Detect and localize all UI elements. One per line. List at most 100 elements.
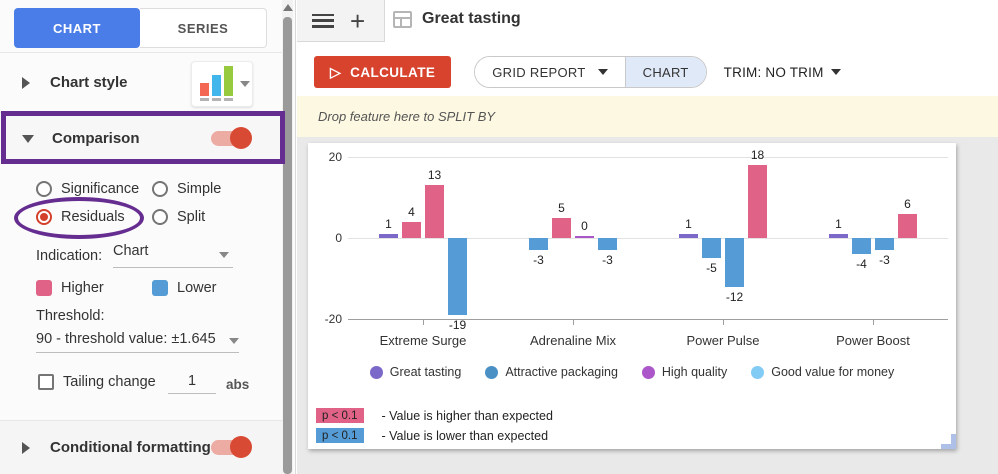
- tab-series[interactable]: SERIES: [140, 8, 267, 48]
- grid-report-label: GRID REPORT: [492, 64, 586, 80]
- sidebar-scrollbar[interactable]: [282, 0, 293, 474]
- plot-area: 20 0 -20 1 4 13 -19 -3 5 0 -3 1 -5 -12 18 1 -4 -3 6: [308, 143, 956, 353]
- section-comparison[interactable]: Comparison: [0, 112, 283, 164]
- bar[interactable]: [529, 238, 548, 251]
- tailing-change-input[interactable]: 1: [168, 372, 216, 394]
- chart-segment[interactable]: CHART: [625, 57, 706, 87]
- threshold-dropdown[interactable]: 90 - threshold value: ±1.645: [36, 330, 239, 353]
- p-value-badge-lower: p < 0.1: [316, 428, 364, 443]
- higher-color-swatch: [36, 280, 52, 296]
- section-chart-style[interactable]: Chart style: [0, 52, 283, 112]
- legend-label: Attractive packaging: [505, 365, 618, 379]
- bar[interactable]: [425, 185, 444, 238]
- x-tick-mark: [723, 319, 724, 325]
- gridline: [348, 157, 948, 158]
- menu-icon[interactable]: [312, 13, 334, 28]
- tailing-change-value: 1: [187, 373, 197, 389]
- legend-dot-icon: [641, 365, 655, 379]
- radio-residuals[interactable]: Residuals: [36, 209, 125, 225]
- radio-icon[interactable]: [36, 209, 52, 225]
- sidebar-tab-group: CHART SERIES: [14, 8, 267, 48]
- bar[interactable]: [829, 233, 848, 238]
- radio-label: Simple: [177, 181, 222, 197]
- bar-value-label: 1: [835, 216, 842, 231]
- expand-arrow-icon[interactable]: [22, 76, 30, 89]
- p-value-badge-higher: p < 0.1: [316, 408, 364, 423]
- bar-value-label: -4: [856, 257, 867, 272]
- section-conditional-formatting[interactable]: Conditional formatting: [0, 420, 283, 474]
- x-tick-mark: [873, 319, 874, 325]
- radio-label: Split: [177, 209, 206, 225]
- bar-value-label: 18: [750, 148, 765, 163]
- bar[interactable]: [852, 238, 871, 255]
- bar[interactable]: [898, 213, 917, 238]
- chevron-down-icon: [240, 81, 250, 87]
- bar[interactable]: [679, 233, 698, 238]
- bar[interactable]: [379, 233, 398, 238]
- bar-value-label: -5: [706, 261, 717, 276]
- x-axis-category-label: Power Pulse: [686, 333, 760, 348]
- bar-value-label: -19: [448, 317, 467, 332]
- bar-value-label: 1: [685, 216, 692, 231]
- legend-item[interactable]: Attractive packaging: [485, 365, 618, 379]
- bar-value-label: 4: [408, 204, 415, 219]
- legend-item[interactable]: High quality: [641, 365, 727, 379]
- scroll-up-arrow-icon[interactable]: [283, 4, 293, 11]
- add-tab-icon[interactable]: +: [350, 5, 366, 36]
- calculate-button[interactable]: ▷ CALCULATE: [314, 56, 452, 88]
- grid-report-segment[interactable]: GRID REPORT: [475, 57, 626, 87]
- tab-chart[interactable]: CHART: [14, 8, 140, 48]
- x-axis-category-label: Extreme Surge: [379, 333, 467, 348]
- bar[interactable]: [748, 165, 767, 238]
- legend-label: Good value for money: [771, 365, 895, 379]
- workbook-tabstrip: +: [297, 0, 385, 42]
- bar-value-label: -3: [533, 253, 544, 268]
- scrollbar-thumb[interactable]: [283, 17, 292, 474]
- radio-icon[interactable]: [152, 209, 168, 225]
- toolbar: ▷ CALCULATE GRID REPORT CHART TRIM: NO T…: [297, 52, 998, 92]
- radio-icon[interactable]: [36, 181, 52, 197]
- comparison-toggle[interactable]: [211, 127, 252, 149]
- x-tick-mark: [573, 319, 574, 325]
- bar[interactable]: [598, 238, 617, 251]
- lower-label: Lower: [177, 280, 217, 296]
- trim-dropdown[interactable]: TRIM: NO TRIM: [724, 65, 841, 80]
- sig-legend-lower: p < 0.1 - Value is lower than expected: [316, 428, 548, 443]
- resize-handle[interactable]: [941, 434, 956, 449]
- trim-label: TRIM: NO TRIM: [723, 64, 824, 80]
- lower-color-swatch: [152, 280, 168, 296]
- legend-item[interactable]: Great tasting: [369, 365, 461, 379]
- collapse-arrow-icon[interactable]: [22, 134, 34, 143]
- expand-arrow-icon[interactable]: [22, 441, 30, 454]
- title-row: Great tasting: [393, 10, 521, 28]
- radio-simple[interactable]: Simple: [152, 181, 221, 197]
- chart-card: 20 0 -20 1 4 13 -19 -3 5 0 -3 1 -5 -12 18 1 -4 -3 6 Great …: [308, 143, 956, 449]
- indication-dropdown[interactable]: Chart: [113, 242, 233, 268]
- radio-split[interactable]: Split: [152, 209, 205, 225]
- bar-value-label: 1: [385, 216, 392, 231]
- tailing-change-option: Tailing change: [38, 374, 156, 390]
- main-panel: + Great tasting ▷ CALCULATE GRID REPORT …: [297, 0, 998, 474]
- bar[interactable]: [702, 238, 721, 259]
- bar[interactable]: [875, 238, 894, 251]
- radio-significance[interactable]: Significance: [36, 181, 139, 197]
- bar[interactable]: [448, 238, 467, 315]
- bar[interactable]: [552, 217, 571, 238]
- split-by-dropzone[interactable]: Drop feature here to SPLIT BY: [297, 96, 998, 137]
- legend-item[interactable]: Good value for money: [751, 365, 894, 379]
- radio-icon[interactable]: [152, 181, 168, 197]
- bar[interactable]: [725, 238, 744, 287]
- sig-lower-text: - Value is lower than expected: [381, 428, 549, 443]
- x-axis-line: [348, 319, 948, 320]
- bar-value-label: -12: [725, 289, 744, 304]
- calculate-label: CALCULATE: [350, 64, 436, 80]
- chart-segment-label: CHART: [642, 64, 689, 80]
- play-icon: ▷: [330, 64, 342, 80]
- bar[interactable]: [575, 236, 594, 238]
- chart-style-picker[interactable]: [191, 61, 253, 107]
- conditional-formatting-toggle[interactable]: [211, 436, 252, 458]
- chevron-down-icon: [219, 252, 229, 258]
- bar[interactable]: [402, 221, 421, 238]
- section-title: Chart style: [50, 74, 128, 91]
- tailing-change-checkbox[interactable]: [38, 374, 54, 390]
